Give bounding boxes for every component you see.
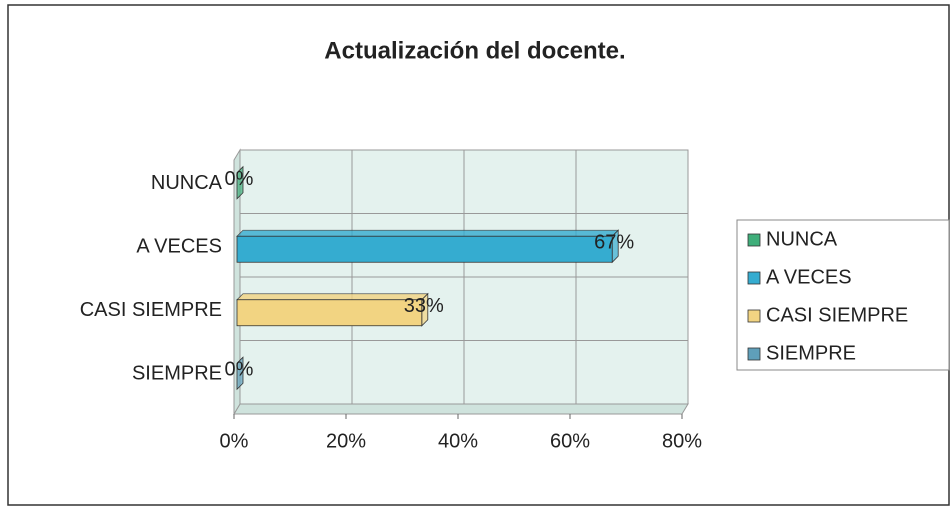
x-tick-label: 20% bbox=[326, 430, 366, 452]
legend-swatch bbox=[747, 233, 761, 247]
data-label: 67% bbox=[594, 232, 634, 254]
legend-label: CASI SIEMPRE bbox=[766, 304, 908, 326]
x-tick-label: 60% bbox=[550, 430, 590, 452]
bar bbox=[236, 299, 423, 327]
data-label: 33% bbox=[404, 295, 444, 317]
data-label: 0% bbox=[225, 359, 254, 381]
y-tick-label: NUNCA bbox=[151, 172, 223, 194]
y-tick-label: SIEMPRE bbox=[132, 363, 222, 385]
y-tick-label: CASI SIEMPRE bbox=[80, 299, 222, 321]
chart-title: Actualización del docente. bbox=[324, 37, 625, 64]
x-tick-label: 40% bbox=[438, 430, 478, 452]
legend-label: NUNCA bbox=[766, 228, 838, 250]
plot-floor bbox=[233, 403, 689, 415]
bar-side bbox=[236, 165, 244, 200]
bar-top bbox=[236, 293, 429, 301]
bar-top bbox=[236, 229, 620, 237]
data-label: 0% bbox=[225, 168, 254, 190]
bar bbox=[236, 235, 613, 263]
y-tick-label: A VECES bbox=[136, 236, 222, 258]
bar-side bbox=[236, 356, 244, 391]
legend-swatch bbox=[747, 347, 761, 361]
legend-swatch bbox=[747, 271, 761, 285]
x-tick-label: 0% bbox=[220, 430, 249, 452]
legend-box bbox=[736, 219, 950, 371]
legend-label: SIEMPRE bbox=[766, 342, 856, 364]
legend-label: A VECES bbox=[766, 266, 852, 288]
x-tick-label: 80% bbox=[662, 430, 702, 452]
legend-swatch bbox=[747, 309, 761, 323]
